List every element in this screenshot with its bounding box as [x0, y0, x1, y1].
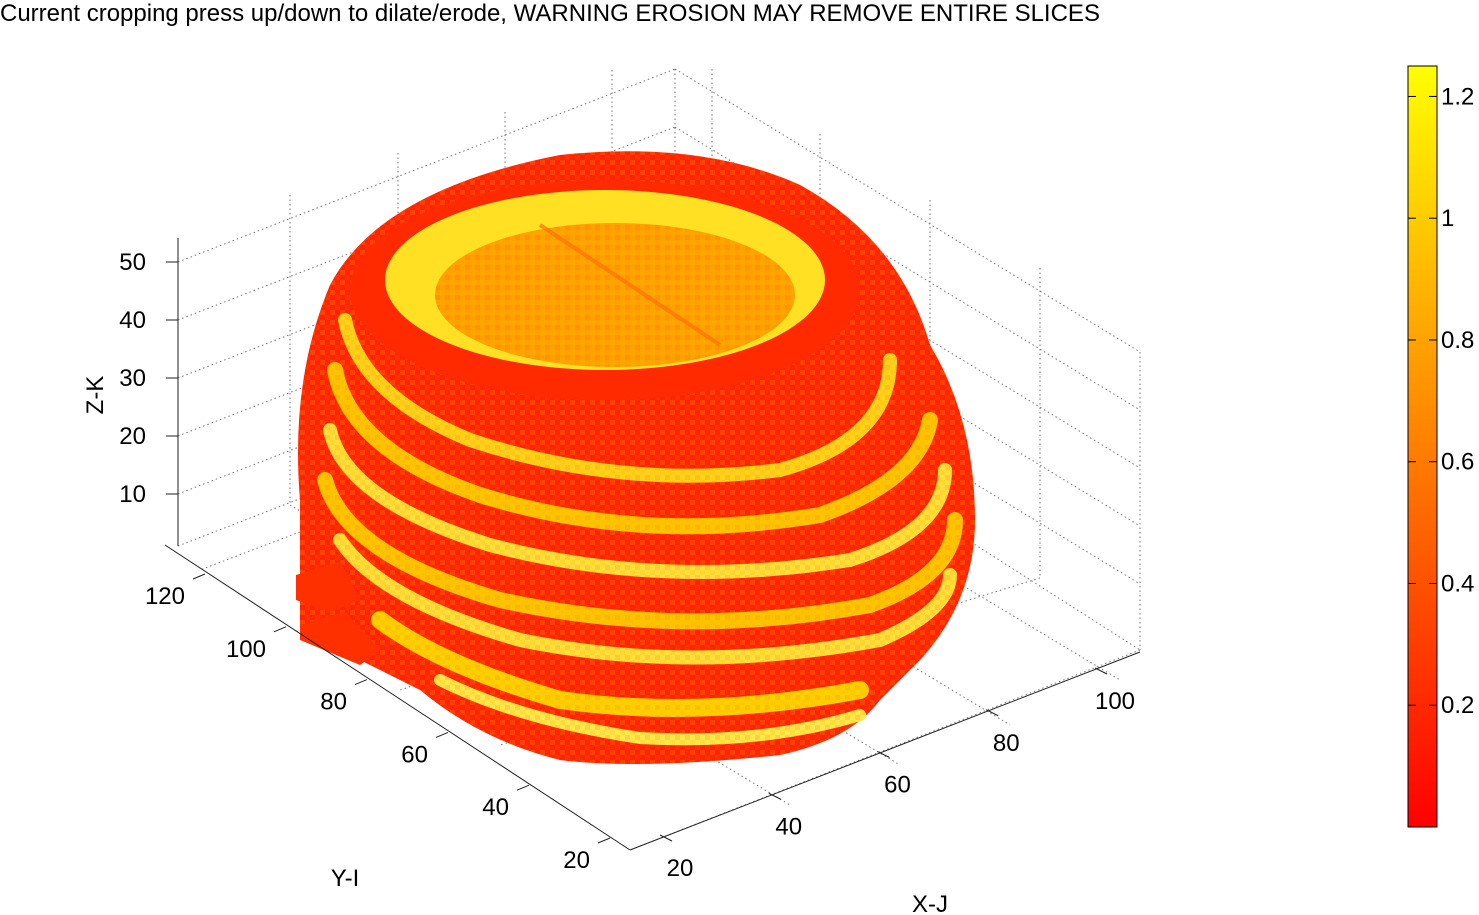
y-tick-mark	[273, 626, 287, 633]
voxel-top-texture	[435, 223, 795, 367]
voxel-surface	[296, 151, 975, 764]
y-axis-line	[164, 544, 631, 851]
x-tick-label: 60	[884, 772, 911, 799]
z-tick-label: 40	[119, 307, 146, 334]
x-tick-label: 40	[775, 813, 802, 840]
z-axis-label: Z-K	[82, 376, 109, 415]
chart-title: Current cropping press up/down to dilate…	[0, 0, 1100, 27]
y-tick-label: 80	[320, 689, 347, 716]
colorbar-tick-label: 0.6	[1441, 449, 1474, 476]
colorbar-tick-label: 1	[1441, 205, 1454, 232]
y-tick-label: 120	[145, 583, 185, 610]
colorbar-gradient	[1407, 65, 1438, 828]
y-ticks: 20 40 60 80 100 120	[145, 573, 611, 874]
x-tick-mark	[659, 834, 673, 842]
y-tick-mark	[435, 731, 449, 738]
z-tick-label: 30	[119, 365, 146, 392]
axes	[164, 238, 1141, 851]
colorbar-tick-label: 0.4	[1441, 570, 1474, 597]
colorbar-tick-label: 0.2	[1441, 692, 1474, 719]
x-tick-mark	[1094, 667, 1108, 675]
z-tick-label: 20	[119, 423, 146, 450]
y-tick-mark	[354, 679, 368, 686]
x-axis-label: X-J	[912, 891, 948, 915]
x-tick-label: 100	[1095, 688, 1135, 715]
x-axis-line	[629, 651, 1141, 851]
y-tick-label: 60	[401, 741, 428, 768]
voxel-top-streak	[538, 223, 722, 347]
y-tick-label: 20	[563, 847, 590, 874]
colorbar-tick-label: 0.8	[1441, 327, 1474, 354]
x-tick-mark	[986, 709, 999, 717]
y-axis-label: Y-I	[331, 865, 359, 892]
x-tick-mark	[877, 751, 890, 758]
z-tick-label: 10	[119, 481, 146, 508]
y-tick-mark	[192, 573, 206, 580]
x-ticks: 20 40 60 80 100	[659, 667, 1135, 882]
y-tick-label: 100	[226, 636, 266, 663]
y-tick-label: 40	[482, 794, 509, 821]
voxel-foot	[296, 562, 380, 665]
colorbar: 0.2 0.4 0.6 0.8 1 1.2	[1407, 65, 1474, 828]
x-tick-mark	[768, 792, 781, 800]
z-ticks: 10 20 30 40 50	[119, 249, 178, 508]
x-tick-label: 20	[667, 855, 694, 882]
y-tick-mark	[597, 837, 611, 844]
colorbar-ticks: 0.2 0.4 0.6 0.8 1 1.2	[1408, 83, 1474, 719]
x-tick-label: 80	[993, 730, 1020, 757]
z-tick-label: 50	[119, 249, 146, 276]
y-tick-mark	[516, 784, 530, 791]
colorbar-tick-label: 1.2	[1441, 83, 1474, 110]
